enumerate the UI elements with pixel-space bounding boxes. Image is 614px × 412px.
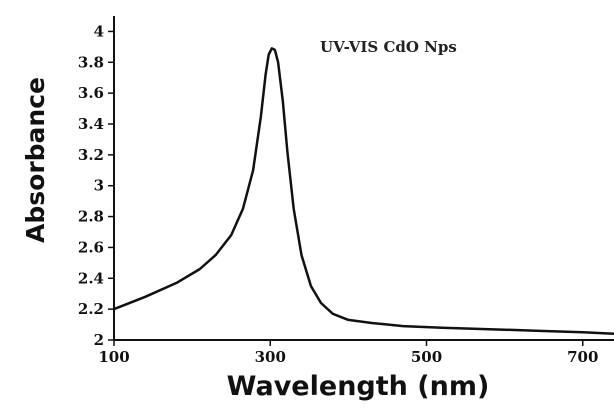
y-axis-ticks: 2 2.2 2.4 2.6 2.8 3 3.2 3.4 3.6 3.8 4 — [78, 22, 114, 349]
x-tick-label: 300 — [255, 348, 286, 366]
x-tick-label: 700 — [567, 348, 598, 366]
y-tick-label: 3.6 — [78, 84, 104, 102]
x-tick-label: 100 — [98, 348, 129, 366]
plot-lines — [112, 47, 614, 336]
y-tick-label: 3.2 — [78, 146, 104, 164]
absorbance-series-line — [112, 47, 614, 336]
y-tick-label: 2 — [94, 331, 104, 349]
x-tick-label: 500 — [411, 348, 442, 366]
y-tick-label: 4 — [94, 22, 104, 40]
y-tick-label: 2.4 — [78, 269, 104, 287]
y-tick-label: 3.4 — [78, 115, 104, 133]
y-tick-label: 3 — [94, 177, 104, 195]
y-tick-label: 2.2 — [78, 300, 104, 318]
x-axis-title: Wavelength (nm) — [227, 371, 490, 402]
chart-annotation: UV-VIS CdO Nps — [320, 38, 457, 56]
x-axis-ticks: 100 300 500 700 — [98, 340, 598, 366]
y-tick-label: 2.6 — [78, 238, 104, 256]
axes — [113, 16, 614, 341]
y-tick-label: 2.8 — [78, 208, 104, 226]
y-tick-label: 3.8 — [78, 53, 104, 71]
y-axis-title: Absorbance — [21, 77, 50, 243]
